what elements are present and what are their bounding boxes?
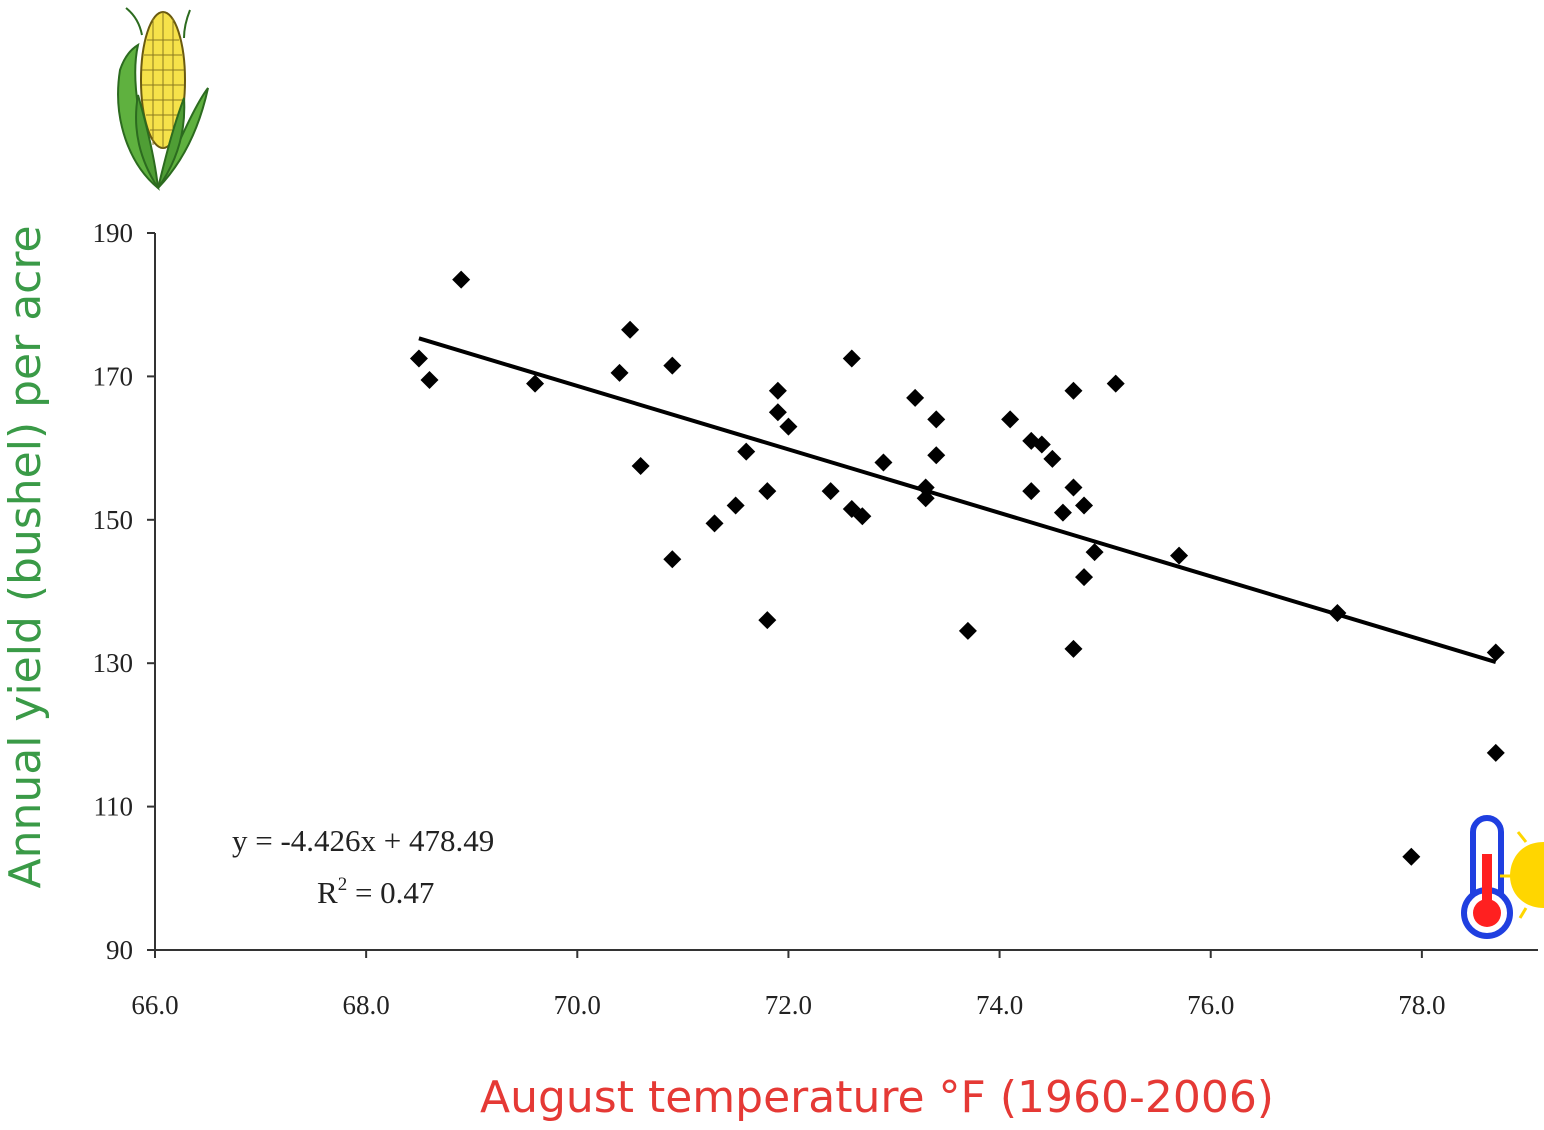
x-axis: 66.0 68.0 70.0 72.0 74.0 76.0 78.0 — [131, 949, 1538, 1020]
data-point — [1032, 435, 1051, 454]
x-tick-label: 74.0 — [976, 990, 1023, 1020]
y-tick-label: 110 — [94, 792, 134, 822]
r-squared-prefix: R — [317, 875, 338, 910]
data-point — [779, 417, 798, 436]
data-point — [916, 478, 935, 497]
r-squared-exponent: 2 — [338, 874, 348, 895]
y-tick-label: 170 — [93, 361, 134, 391]
y-axis: 90 110 130 150 170 190 — [93, 218, 156, 965]
x-ticks: 66.0 68.0 70.0 72.0 74.0 76.0 78.0 — [131, 950, 1445, 1020]
data-point — [927, 446, 946, 465]
data-point — [737, 442, 756, 461]
data-point — [1064, 478, 1083, 497]
data-point — [768, 381, 787, 400]
data-point — [1022, 482, 1041, 501]
corn-cob-icon — [117, 7, 209, 191]
data-point — [1170, 546, 1189, 565]
y-tick-label: 90 — [106, 935, 133, 965]
data-point — [1001, 410, 1020, 429]
data-point — [916, 489, 935, 508]
data-point — [1328, 604, 1347, 623]
x-tick-label: 68.0 — [343, 990, 390, 1020]
y-tick-label: 150 — [93, 505, 134, 535]
data-point — [526, 374, 545, 393]
data-point — [726, 496, 745, 515]
data-point — [663, 550, 682, 569]
data-point — [927, 410, 946, 429]
x-tick-label: 72.0 — [765, 990, 812, 1020]
data-point — [610, 363, 629, 382]
x-tick-label: 76.0 — [1187, 990, 1234, 1020]
data-point — [1075, 496, 1094, 515]
data-point — [1085, 543, 1104, 562]
data-point — [758, 482, 777, 501]
data-point — [906, 388, 925, 407]
x-axis-title: August temperature °F (1960-2006) — [480, 1072, 1274, 1123]
regression-equation: y = -4.426x + 478.49 — [232, 823, 494, 858]
data-point — [758, 611, 777, 630]
data-point — [663, 356, 682, 375]
data-point — [1486, 743, 1505, 762]
y-ticks: 90 110 130 150 170 190 — [93, 218, 155, 965]
data-point — [853, 507, 872, 526]
data-point — [631, 457, 650, 476]
y-tick-label: 190 — [93, 218, 134, 248]
data-point — [420, 370, 439, 389]
data-point — [1106, 374, 1125, 393]
data-point — [705, 514, 724, 533]
x-tick-label: 70.0 — [554, 990, 601, 1020]
y-tick-label: 130 — [93, 648, 134, 678]
data-points — [409, 270, 1505, 866]
r-squared-value: = 0.47 — [347, 875, 434, 910]
data-point — [452, 270, 471, 289]
data-point — [874, 453, 893, 472]
data-point — [1043, 449, 1062, 468]
data-point — [1486, 643, 1505, 662]
data-point — [1064, 381, 1083, 400]
data-point — [821, 482, 840, 501]
data-point — [409, 349, 428, 368]
sun-icon — [1500, 831, 1544, 919]
r-squared-label: R2 = 0.47 — [317, 874, 434, 910]
thermometer-icon — [1461, 815, 1513, 939]
data-point — [1064, 639, 1083, 658]
y-axis-title: Annual yield (bushel) per acre — [0, 225, 51, 888]
data-point — [621, 320, 640, 339]
data-point — [842, 349, 861, 368]
trendline — [418, 336, 1497, 664]
data-point — [1402, 847, 1421, 866]
data-point — [1075, 568, 1094, 587]
data-point — [1053, 503, 1072, 522]
x-tick-label: 78.0 — [1398, 990, 1445, 1020]
data-point — [958, 621, 977, 640]
data-point — [768, 403, 787, 422]
x-tick-label: 66.0 — [131, 990, 178, 1020]
